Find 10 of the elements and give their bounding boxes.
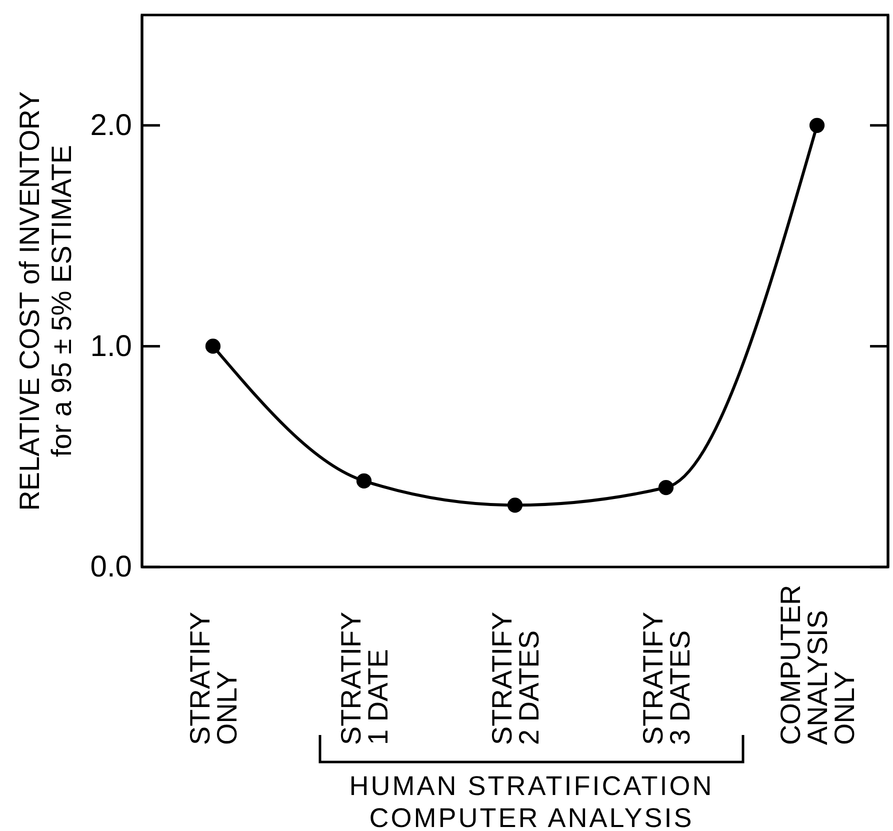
x-tick-label: STRATIFY 2 DATES <box>486 611 544 745</box>
y-axis-title: RELATIVE COST of INVENTORY for a 95 ± 5% ESTIMATE <box>14 90 77 511</box>
x-tick-label: COMPUTER ANALYSIS ONLY <box>775 584 860 745</box>
x-tick-label: STRATIFY ONLY <box>184 611 242 745</box>
y-tick-label: 0.0 <box>90 550 132 584</box>
y-tick-label: 2.0 <box>90 109 132 142</box>
y-tick-label: 1.0 <box>90 330 132 363</box>
x-tick-label: STRATIFY 1 DATE <box>335 611 394 745</box>
text: HUMAN STRATIFICATION COMPUTER ANALYSIS <box>349 771 714 831</box>
x-tick-label: STRATIFY 3 DATES <box>638 611 696 745</box>
